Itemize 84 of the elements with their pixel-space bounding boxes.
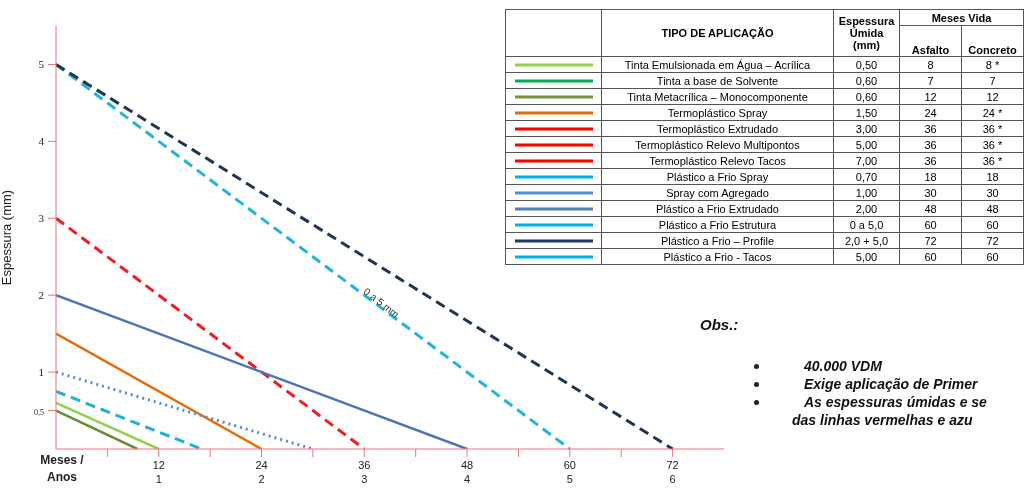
text: 1,50 (855, 106, 878, 119)
y-tick-label: 3 (38, 212, 45, 225)
x2-tick-label: 1 (155, 473, 162, 485)
x-tick-label: 24 (255, 459, 268, 471)
text: 36 * (982, 122, 1003, 135)
text: 5,00 (855, 138, 878, 151)
category-label: TIPO DE APLICAÇÃO (601, 9, 834, 57)
category-label: Tinta Emulsionada em Água – Acrílica (624, 58, 811, 71)
text: 7 (989, 74, 996, 87)
text: 0,60 (855, 90, 878, 103)
text: 36 (924, 154, 937, 167)
text: Meses Vida (899, 9, 1024, 26)
category-label: Termoplástico Extrudado (656, 122, 779, 135)
x2-tick-label: 6 (669, 473, 676, 485)
category-label: Spray com Agregado (666, 186, 769, 199)
text: 2,00 (855, 202, 878, 215)
y-tick-label: 1 (38, 366, 44, 379)
y-tick-label: 2 (38, 289, 44, 302)
text: das linhas vermelhas e azu (792, 411, 973, 429)
text: 36 * (982, 138, 1003, 151)
y-tick-label: 0,5 (34, 407, 44, 417)
text: 48 (924, 202, 937, 215)
x-tick-label: 12 (152, 459, 165, 471)
text: 18 (986, 170, 999, 183)
text: 36 * (982, 154, 1003, 167)
text: 72 (924, 234, 937, 247)
x-tick-label: 60 (563, 459, 576, 471)
text: Exige aplicação de Primer (804, 375, 978, 393)
category-label: Plástico a Frio Estrutura (658, 218, 777, 231)
x2-axis-title: Anos (47, 470, 78, 484)
category-label: Termoplástico Relevo Multipontos (635, 138, 800, 151)
text: 48 (986, 202, 999, 215)
x-axis-title: Meses / (40, 453, 85, 467)
text: 5,00 (855, 250, 878, 263)
text: 12 (986, 90, 999, 103)
category-label: Plástico a Frio Spray (666, 170, 769, 183)
text: 8 * (985, 58, 1000, 71)
x2-tick-label: 2 (258, 473, 265, 485)
text: 36 (924, 138, 937, 151)
y-tick-label: 5 (38, 58, 45, 71)
category-label: Termoplástico Spray (667, 106, 768, 119)
annotation: 0 a 5 mm (361, 285, 402, 321)
category-label: Tinta Metacrílica – Monocomponente (627, 90, 808, 103)
text: 0,70 (855, 170, 878, 183)
text: As espessuras úmidas e se (804, 393, 987, 411)
category-label: Plástico a Frio Extrudado (656, 202, 779, 215)
y-tick-label: 4 (38, 135, 45, 148)
x2-tick-label: 3 (361, 473, 368, 485)
x2-tick-label: 4 (464, 473, 471, 485)
text: 0,50 (855, 58, 878, 71)
text: 18 (924, 170, 937, 183)
text: 60 (924, 250, 937, 263)
text: 30 (986, 186, 999, 199)
text: 8 (927, 58, 934, 71)
category-label: Termoplástico Relevo Tacos (649, 154, 786, 167)
text: 0 a 5,0 (849, 218, 884, 231)
text: 60 (986, 218, 999, 231)
text: 1,00 (855, 186, 878, 199)
text: 12 (924, 90, 937, 103)
y-axis-title: Espessura (mm) (0, 189, 14, 286)
text: 36 (924, 122, 937, 135)
category-label: Plástico a Frio - Tacos (663, 250, 772, 263)
category-label: Plástico a Frio – Profile (660, 234, 775, 247)
x-tick-label: 72 (666, 459, 679, 471)
text: 2,0 + 5,0 (844, 234, 889, 247)
annotation: Obs.: (700, 316, 740, 333)
text: 40.000 VDM (804, 357, 882, 375)
text: 7 (927, 74, 934, 87)
x2-tick-label: 5 (566, 473, 573, 485)
text: 24 * (982, 106, 1003, 119)
category-label: Tinta a base de Solvente (656, 74, 779, 87)
category-label: Asfalto (899, 25, 962, 57)
text: 24 (924, 106, 937, 119)
text: 0,60 (855, 74, 878, 87)
x-tick-label: 48 (460, 459, 474, 471)
text: 3,00 (855, 122, 878, 135)
text: 60 (924, 218, 937, 231)
x-tick-label: 36 (358, 459, 371, 471)
category-label: Concreto (961, 25, 1024, 57)
text: 7,00 (855, 154, 878, 167)
text: 60 (986, 250, 999, 263)
text: 72 (986, 234, 999, 247)
category-label: Espessura Úmida (mm) (837, 15, 896, 51)
text: 30 (924, 186, 937, 199)
